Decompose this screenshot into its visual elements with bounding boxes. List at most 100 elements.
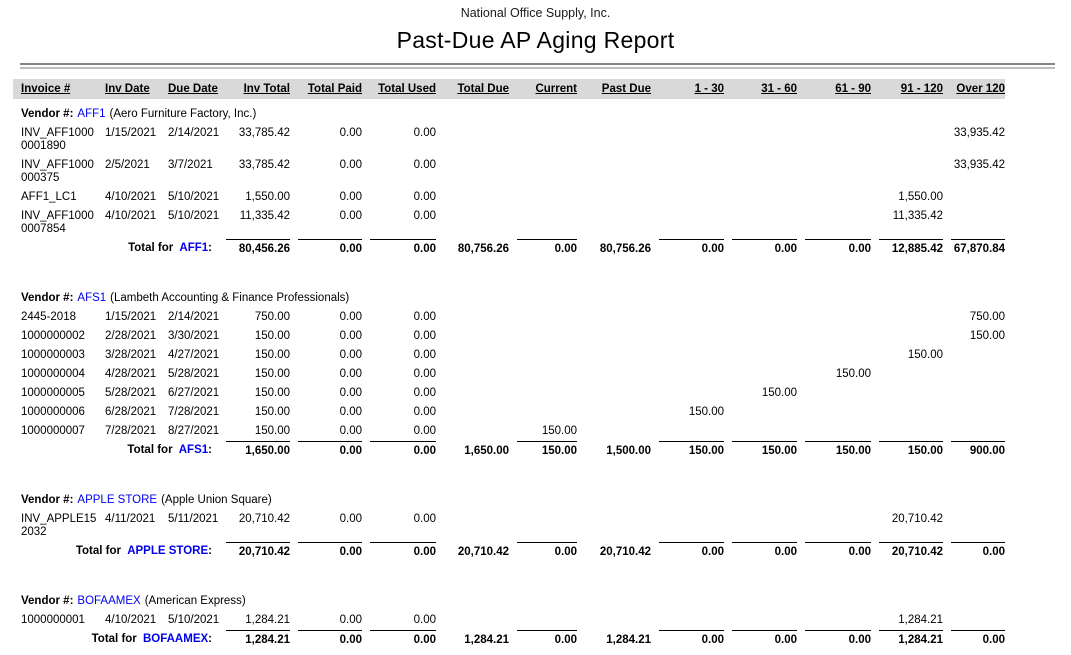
column-header-b31_60: 31 - 60 [724,79,797,99]
cell-over_120 [943,419,1005,438]
cell-b61_90 [797,608,871,627]
total-total_due: 1,650.00 [436,438,509,458]
cell-invoice: INV_AFF10000007854 [21,210,94,235]
cell-total_due [436,121,509,153]
cell-b91_120 [871,305,943,324]
total-b91_120: 20,710.42 [871,539,943,559]
vendor-label: Vendor #: [21,292,74,304]
cell-b1_30 [651,324,724,343]
cell-past_due [577,121,651,153]
total-b1_30: 150.00 [651,438,724,458]
vendor-code-link[interactable]: AFS1 [77,292,107,304]
column-header-row: Invoice # Inv Date Due Date Inv Total Total … [13,79,1005,99]
cell-b61_90 [797,185,871,204]
total-total_paid: 0.00 [290,438,362,458]
cell-current [509,343,577,362]
cell-invoice: 1000000006 [21,406,85,418]
total-rule-line: 0.00 [517,630,577,647]
cell-past_due [577,305,651,324]
cell-b61_90 [797,507,871,539]
cell-b91_120: 150.00 [907,349,943,361]
total-rule-line: 67,870.84 [951,239,1005,256]
cell-b1_30 [651,305,724,324]
vendor-code-link[interactable]: BOFAAMEX [77,595,141,607]
cell-b61_90 [797,121,871,153]
total-current: 0.00 [509,236,577,256]
cell-inv_total: 750.00 [254,311,290,323]
cell-b91_120: 11,335.42 [892,210,943,222]
cell-total_used: 0.00 [413,513,436,525]
total-rule-line: 0.00 [370,542,436,559]
cell-inv_total: 1,550.00 [245,191,290,203]
cell-over_120 [943,400,1005,419]
cell-inv_total: 20,710.42 [238,513,290,525]
invoice-row: 1000000006 6/28/2021 7/28/2021 150.00 0.00 0.… [13,400,1005,419]
cell-total_used: 0.00 [413,159,436,171]
invoice-row: INV_AFF10000001890 1/15/2021 2/14/2021 33,7… [13,121,1005,153]
column-header-due_date: Due Date [160,79,218,99]
total-label-colon: : [208,444,212,456]
cell-b61_90 [797,381,871,400]
cell-b91_120 [871,153,943,185]
cell-inv_total: 1,284.21 [245,614,290,626]
column-header-total_used: Total Used [362,79,436,99]
company-name: National Office Supply, Inc. [460,6,611,20]
total-rule-line: 0.00 [298,542,362,559]
cell-total_due [436,381,509,400]
cell-inv_total: 150.00 [254,330,290,342]
cell-due_date: 7/28/2021 [168,406,220,418]
invoice-row: 1000000002 2/28/2021 3/30/2021 150.00 0.00 0.… [13,324,1005,343]
total-rule-line: 0.00 [370,630,436,647]
cell-over_120 [943,185,1005,204]
total-vendor-code[interactable]: AFF1 [179,242,209,254]
total-rule-line: 0.00 [732,239,797,256]
total-vendor-code[interactable]: BOFAAMEX [142,633,209,645]
cell-b91_120 [871,362,943,381]
cell-b91_120: 1,284.21 [898,614,943,626]
cell-past_due [577,343,651,362]
cell-inv_total: 11,335.42 [239,210,290,222]
cell-total_due [436,608,509,627]
total-b61_90: 0.00 [797,539,871,559]
cell-inv_date: 5/28/2021 [105,387,157,399]
group-spacer [13,559,1005,586]
total-vendor-code[interactable]: APPLE STORE [127,545,209,557]
total-rule-line: 0.00 [732,630,797,647]
invoice-row: AFF1_LC1 4/10/2021 5/10/2021 1,550.00 0.00 0.… [13,185,1005,204]
column-header-past_due: Past Due [577,79,651,99]
cell-b1_30 [651,343,724,362]
cell-due_date: 5/11/2021 [168,513,219,525]
total-b61_90: 150.00 [797,438,871,458]
total-rule-line: 0.00 [298,441,362,458]
double-rule [20,63,1055,69]
cell-due_date: 8/27/2021 [168,425,220,437]
total-inv_total: 80,456.26 [218,236,290,256]
vendor-code-link[interactable]: APPLE STORE [77,494,158,506]
total-label: Total for AFS1: [13,438,218,458]
cell-past_due [577,204,651,236]
total-label-colon: : [208,633,212,645]
vendor-code-link[interactable]: AFF1 [77,108,106,120]
total-vendor-code[interactable]: AFS1 [178,444,209,456]
total-rule-line: 0.00 [951,542,1005,559]
column-header-invoice: Invoice # [13,79,97,99]
total-past_due: 20,710.42 [577,539,651,559]
cell-current [509,400,577,419]
total-value: 1,650.00 [464,445,509,457]
cell-inv_date: 4/10/2021 [105,210,157,222]
cell-current [509,121,577,153]
cell-b31_60 [724,343,797,362]
total-rule-line: 0.00 [370,441,436,458]
invoice-row: 1000000007 7/28/2021 8/27/2021 150.00 0.00 0.… [13,419,1005,438]
invoice-row: INV_AFF1000000375 2/5/2021 3/7/2021 33,785.… [13,153,1005,185]
total-row: Total for AFF1: 80,456.26 0.00 0.00 80,756.2… [13,236,1005,256]
column-header-current: Current [509,79,577,99]
total-over_120: 900.00 [943,438,1005,458]
total-total_paid: 0.00 [290,539,362,559]
total-over_120: 67,870.84 [943,236,1005,256]
cell-b31_60 [724,608,797,627]
invoice-row: 1000000005 5/28/2021 6/27/2021 150.00 0.00 0.… [13,381,1005,400]
cell-total_used: 0.00 [413,210,436,222]
cell-due_date: 2/14/2021 [168,311,220,323]
cell-total_due [436,204,509,236]
